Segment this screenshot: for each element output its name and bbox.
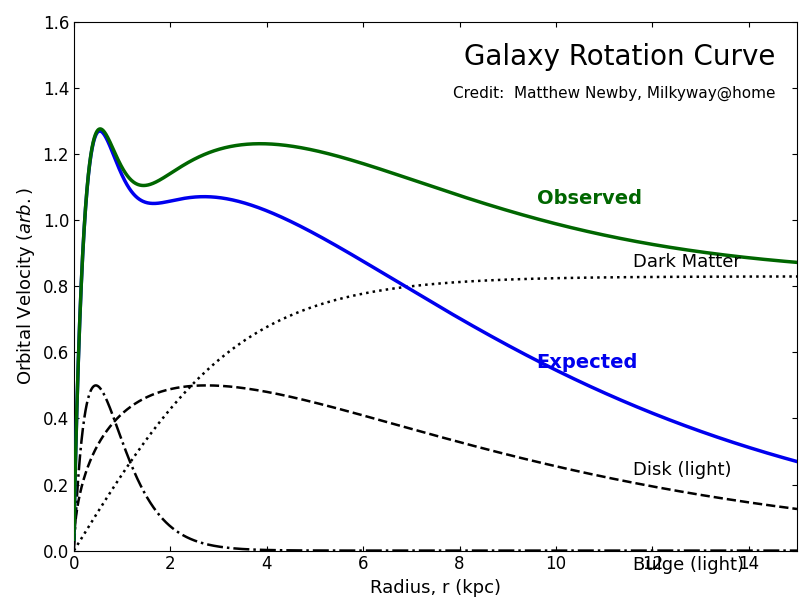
- Text: Disk (light): Disk (light): [633, 461, 731, 479]
- Y-axis label: Orbital Velocity ($\mathit{arb.}$): Orbital Velocity ($\mathit{arb.}$): [15, 187, 37, 386]
- Text: Observed: Observed: [536, 189, 641, 208]
- Text: Expected: Expected: [536, 353, 637, 372]
- Text: Galaxy Rotation Curve: Galaxy Rotation Curve: [463, 43, 775, 71]
- Text: Bulge (light): Bulge (light): [633, 556, 743, 575]
- Text: Dark Matter: Dark Matter: [633, 253, 740, 271]
- Text: Credit:  Matthew Newby, Milkyway@home: Credit: Matthew Newby, Milkyway@home: [453, 86, 775, 100]
- X-axis label: Radius, r (kpc): Radius, r (kpc): [370, 579, 500, 597]
